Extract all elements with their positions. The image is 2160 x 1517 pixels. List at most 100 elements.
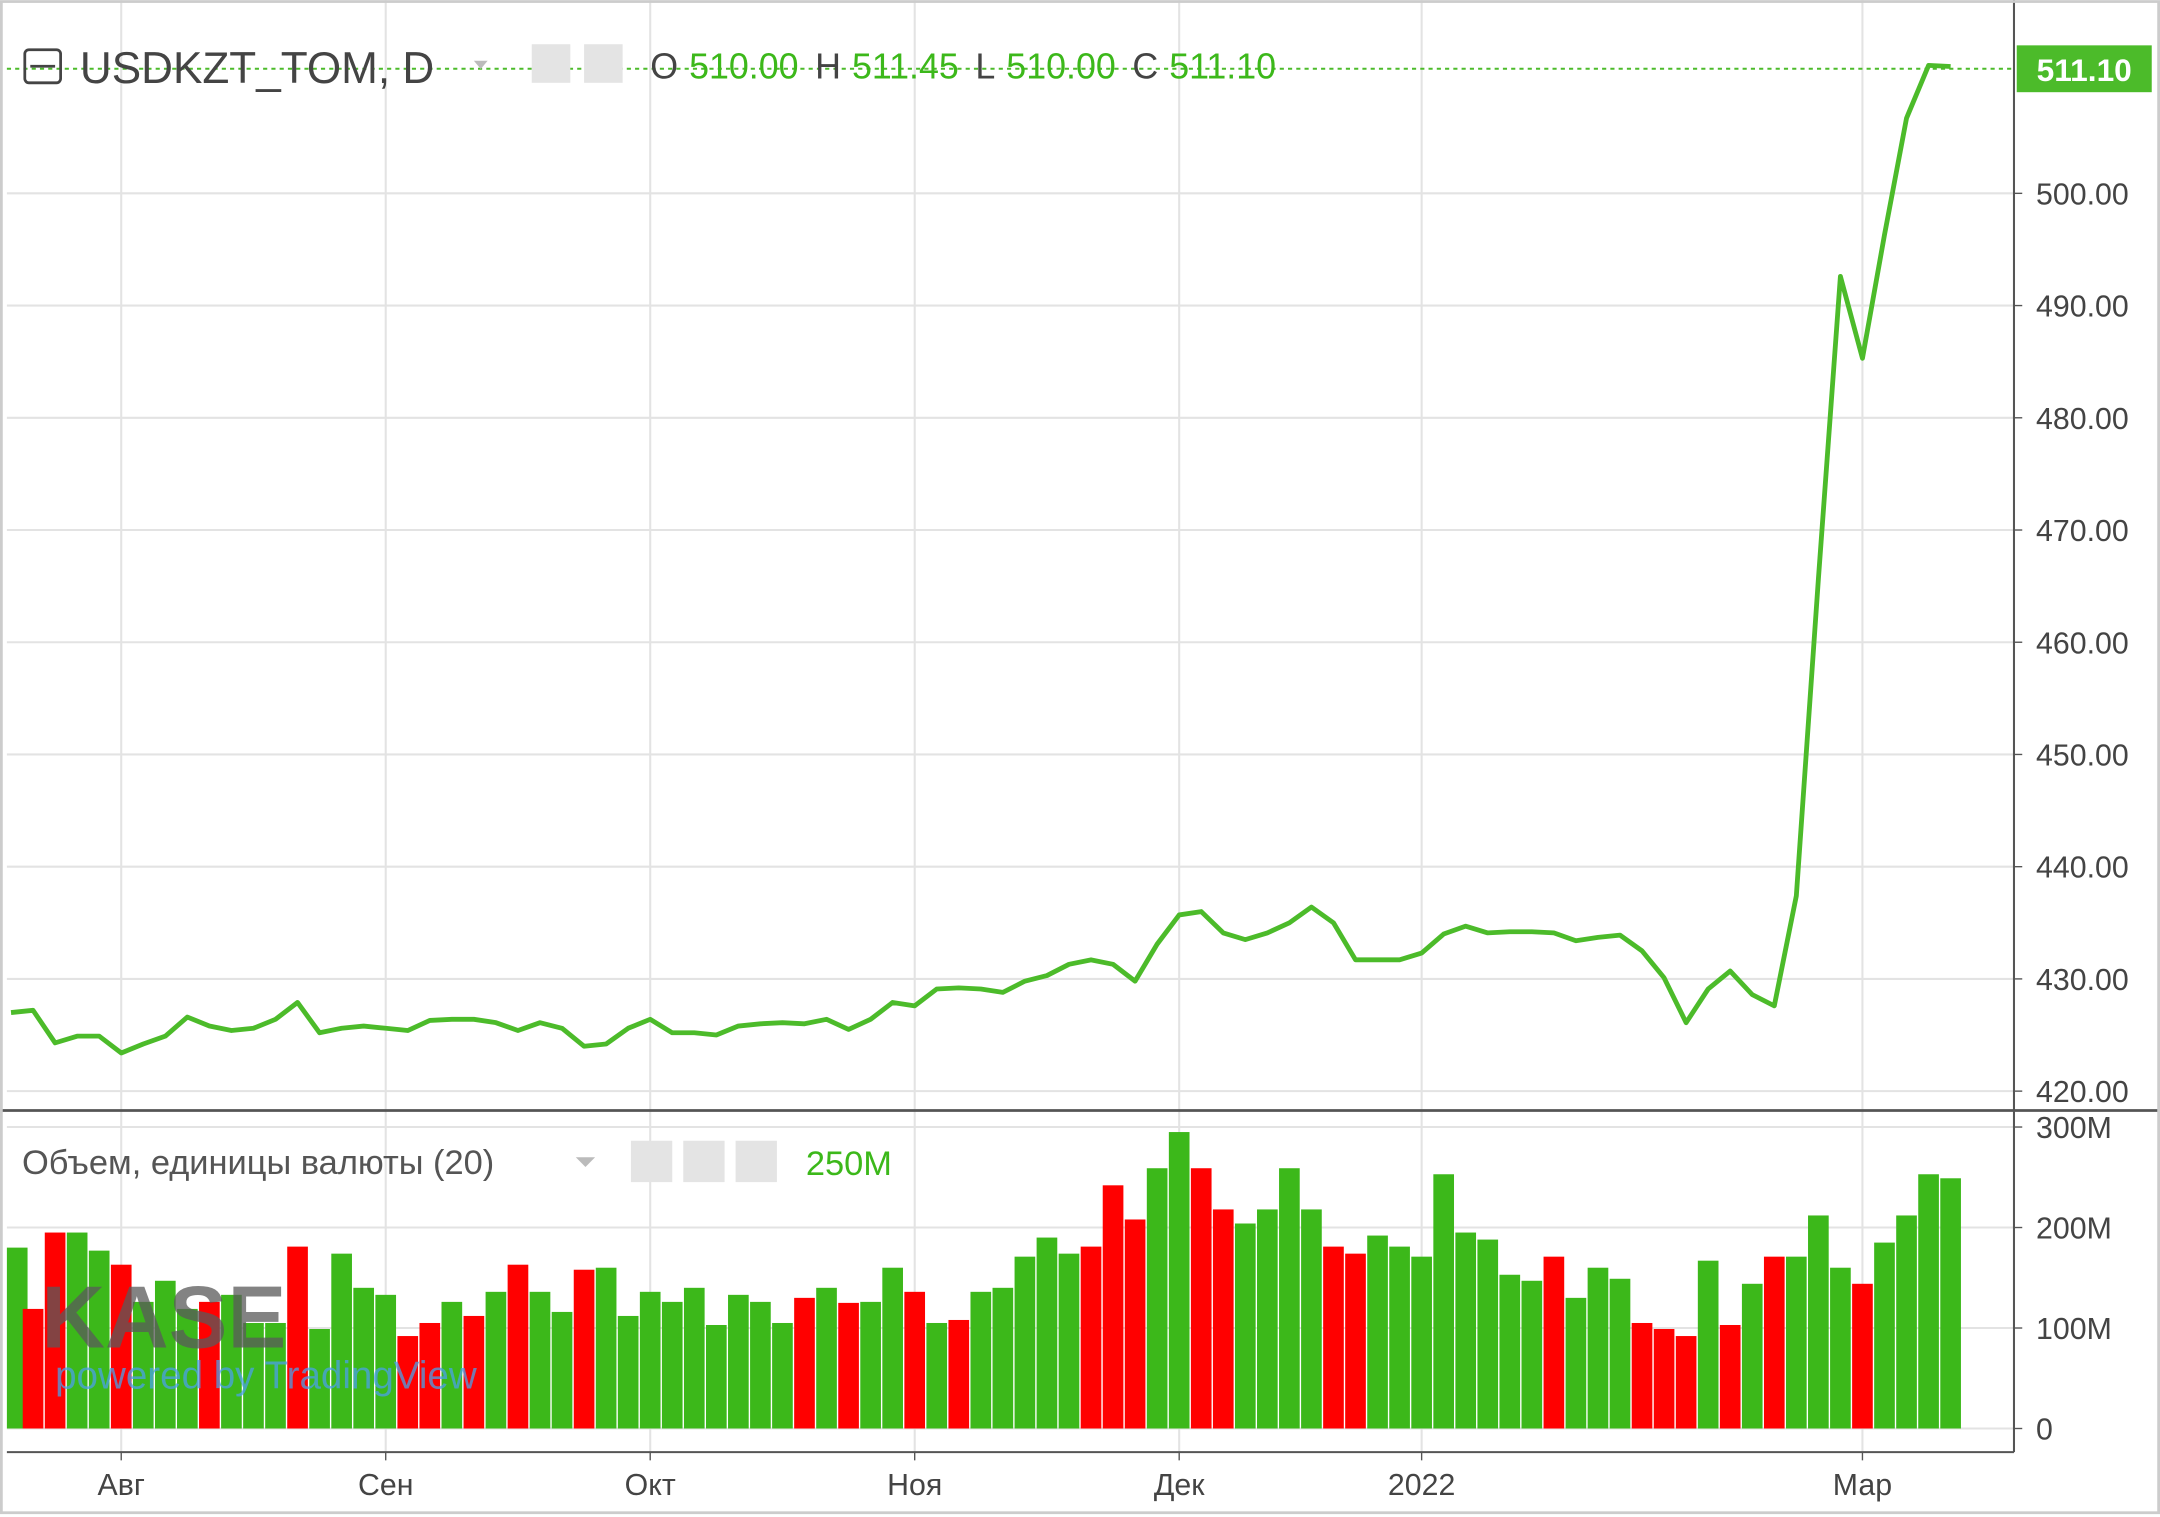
volume-bar [221, 1294, 242, 1429]
settings-button[interactable] [584, 44, 623, 83]
volume-bar [1675, 1336, 1697, 1429]
volume-value: 250M [806, 1145, 892, 1183]
volume-bar [110, 1264, 132, 1429]
volume-bar [1719, 1324, 1741, 1429]
volume-bar [243, 1322, 264, 1429]
volume-bar [904, 1291, 926, 1429]
y-tick-label: 0 [2036, 1414, 2053, 1447]
y-tick-label: 460.00 [2036, 627, 2129, 660]
volume-bar [617, 1315, 639, 1429]
volume-bar [1741, 1283, 1763, 1429]
menu-arrow[interactable] [473, 60, 488, 70]
last-price-label: 511.10 [2037, 52, 2132, 88]
ohlc-label: H [815, 47, 841, 87]
volume-bar [1168, 1132, 1190, 1429]
volume-bar [1234, 1223, 1256, 1429]
volume-bar [1653, 1329, 1675, 1429]
close-button[interactable] [735, 1140, 777, 1183]
grid [6, 0, 2023, 1461]
volume-bar [1587, 1267, 1609, 1429]
ohlc-value: 511.10 [1169, 47, 1276, 87]
volume-bar [1389, 1246, 1410, 1429]
volume-bar [772, 1322, 793, 1429]
ohlc-label: O [650, 47, 678, 87]
volume-bar [750, 1301, 771, 1429]
volume-bar [1918, 1174, 1939, 1429]
x-tick-label: Дек [1154, 1469, 1205, 1502]
volume-bar [154, 1280, 176, 1429]
y-tick-label: 490.00 [2036, 291, 2129, 324]
x-tick-label: Сен [358, 1469, 413, 1502]
eye-button[interactable] [531, 44, 571, 83]
volume-bar [1852, 1283, 1873, 1429]
volume-bar [44, 1232, 66, 1429]
volume-bar [66, 1232, 88, 1429]
x-tick-label: Окт [625, 1469, 676, 1502]
y-tick-label: 450.00 [2036, 739, 2129, 772]
volume-bar [683, 1287, 705, 1429]
y-tick-label: 440.00 [2036, 852, 2129, 885]
menu-arrow[interactable] [575, 1157, 596, 1167]
y-tick-label: 300M [2036, 1112, 2112, 1145]
settings-button[interactable] [683, 1140, 725, 1183]
volume-bar [265, 1322, 286, 1429]
eye-button[interactable] [630, 1140, 673, 1183]
volume-header: Объем, единицы валюты (20) 250M [22, 1140, 892, 1183]
watermark-brand: KASE [41, 1267, 286, 1366]
volume-title: Объем, единицы валюты (20) [22, 1144, 494, 1182]
y-tick-label: 480.00 [2036, 403, 2129, 436]
volume-bar [1631, 1322, 1653, 1429]
volume-bar [661, 1301, 683, 1429]
volume-bar [507, 1264, 529, 1429]
volume-bar [1146, 1168, 1168, 1429]
volume-bar [529, 1291, 551, 1429]
volume-bar [573, 1269, 595, 1429]
volume-bar [794, 1297, 815, 1429]
volume-bar [882, 1267, 903, 1429]
x-tick-label: 2022 [1388, 1469, 1455, 1502]
volume-bar [1433, 1174, 1455, 1429]
y-tick-label: 420.00 [2036, 1076, 2129, 1109]
volume-bar [22, 1308, 44, 1429]
volume-bar [309, 1329, 330, 1429]
volume-bar [419, 1322, 441, 1429]
volume-bar [1367, 1235, 1388, 1429]
volume-bar [132, 1301, 154, 1429]
watermark: KASE powered by TradingView [41, 1267, 477, 1397]
volume-bar [485, 1291, 507, 1429]
volume-bar [728, 1294, 749, 1429]
volume-bar [926, 1322, 948, 1429]
volume-bar [948, 1319, 970, 1429]
volume-bar [331, 1253, 352, 1429]
volume-bar [1279, 1168, 1300, 1429]
y-tick-label: 200M [2036, 1213, 2112, 1246]
x-tick-label: Мар [1833, 1469, 1892, 1502]
ohlc-label: L [975, 47, 995, 87]
x-tick-label: Авг [98, 1469, 145, 1502]
volume-bar [1102, 1185, 1124, 1429]
volume-bar [992, 1287, 1014, 1429]
volume-bar [1345, 1253, 1366, 1429]
volume-bar [1477, 1239, 1499, 1429]
volume-bar [375, 1294, 397, 1429]
volume-bar [1190, 1168, 1212, 1429]
volume-bar [1565, 1297, 1587, 1429]
ohlc-label: C [1132, 47, 1158, 87]
volume-bar [88, 1250, 110, 1429]
volume-bar [1543, 1256, 1565, 1429]
volume-bar [1411, 1256, 1432, 1429]
volume-bar [816, 1287, 837, 1429]
volume-bar [287, 1246, 308, 1429]
volume-bar [1058, 1253, 1080, 1429]
y-tick-label: 470.00 [2036, 515, 2129, 548]
volume-bar [1697, 1260, 1719, 1429]
legend-header: USDKZT_TOM, D O 510.00 H 511.45 L 510.00 C 511.… [23, 44, 1276, 93]
last-price-badge [2016, 45, 2152, 93]
volume-bar [1808, 1215, 1829, 1429]
marks [6, 62, 2014, 1429]
volume-bar [639, 1291, 661, 1429]
ohlc-value: 510.00 [1006, 47, 1116, 87]
collapse-button[interactable] [23, 48, 62, 85]
